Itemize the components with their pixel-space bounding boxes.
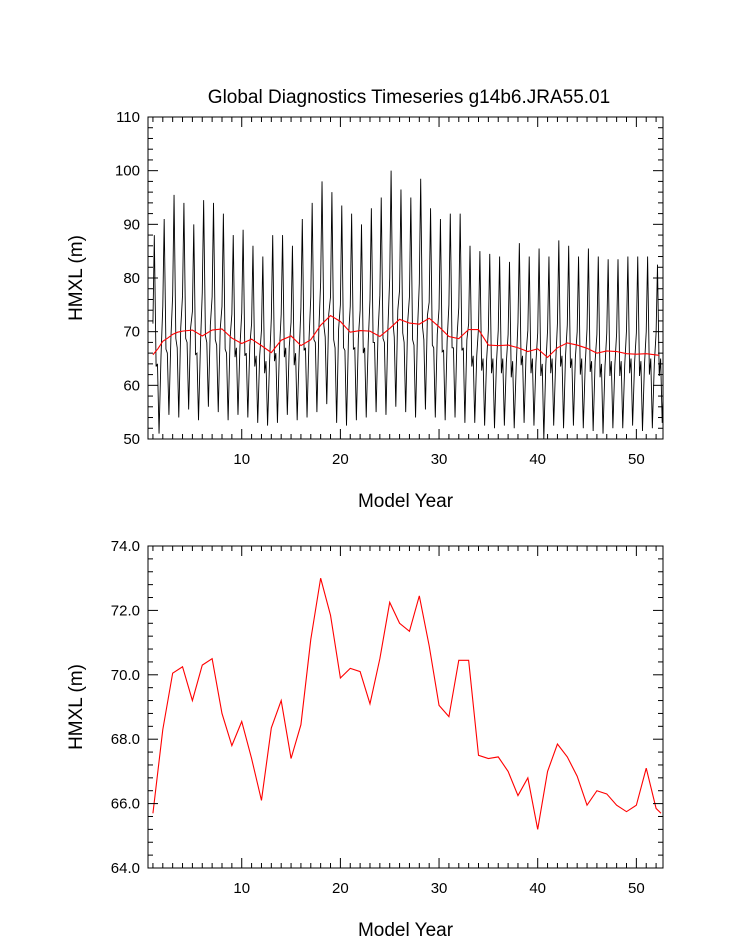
- chart1-ytick-label: 74.0: [111, 538, 140, 555]
- chart0-ytick-label: 100: [115, 163, 140, 180]
- chart0-ytick-label: 50: [123, 431, 140, 448]
- chart1-x-axis-label: Model Year: [358, 920, 454, 941]
- chart1-ytick-label: 68.0: [111, 731, 140, 748]
- chart1-ytick-label: 72.0: [111, 602, 140, 619]
- panel-top: 10 20 30 40 50 50 60 70 80 90 100 110 Model Year HMXL…: [66, 109, 664, 512]
- chart0-series-monthly-line: [152, 170, 663, 439]
- chart1-ytick-label: 66.0: [111, 796, 140, 813]
- chart1-xtick-label: 40: [529, 880, 546, 897]
- chart0-ytick-label: 80: [123, 270, 140, 287]
- chart1-ytick-label: 70.0: [111, 667, 140, 684]
- chart0-x-axis-label: Model Year: [358, 491, 454, 512]
- chart1-y-axis-label: HMXL (m): [66, 664, 87, 750]
- figure-title: Global Diagnostics Timeseries g14b6.JRA5…: [208, 87, 610, 108]
- chart0-xtick-label: 10: [233, 451, 250, 468]
- chart0-xtick-label: 30: [431, 451, 448, 468]
- chart0-ytick-label: 70: [123, 324, 140, 341]
- chart1-xtick-label: 10: [233, 880, 250, 897]
- chart1-frame: [147, 545, 664, 869]
- chart0-series-annual-mean-line: [152, 314, 660, 359]
- chart0-xtick-label: 20: [332, 451, 349, 468]
- chart0-ytick-label: 60: [123, 377, 140, 394]
- chart0-xtick-label: 50: [628, 451, 645, 468]
- chart1-xtick-label: 20: [332, 880, 349, 897]
- chart0-ytick-label: 110: [116, 109, 140, 126]
- chart1-xtick-label: 50: [628, 880, 645, 897]
- chart1-ytick-label: 64.0: [111, 860, 140, 877]
- chart0-xtick-label: 40: [529, 451, 546, 468]
- chart1-xtick-label: 30: [431, 880, 448, 897]
- panel-bottom: 10 20 30 40 50 64.0 66.0 68.0 70.0 72.0 74.0 Model …: [66, 538, 664, 941]
- chart0-y-axis-label: HMXL (m): [66, 235, 87, 321]
- chart0-ytick-label: 90: [123, 216, 140, 233]
- chart1-series-annual-mean-line: [152, 578, 662, 830]
